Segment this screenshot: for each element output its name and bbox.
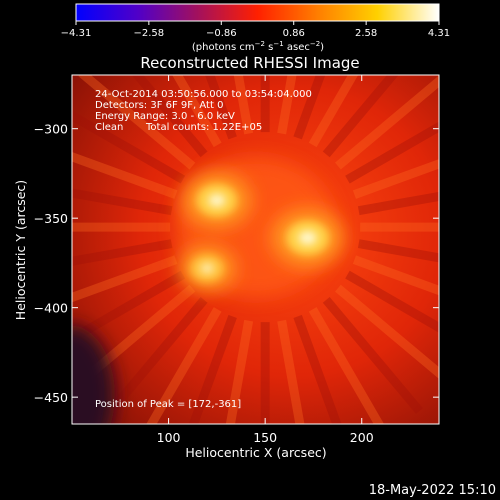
footer-date: 18-May-2022 15:10 — [369, 483, 496, 498]
y-tick-label: −450 — [34, 390, 68, 405]
sidelobe-stripe — [293, 314, 342, 424]
sidelobe-stripe — [72, 152, 178, 199]
sidelobe-stripe — [345, 121, 439, 184]
colorbar-tick-label: 2.58 — [355, 28, 377, 39]
sidelobe-stripe — [72, 110, 186, 184]
sidelobe-stripe — [293, 75, 326, 140]
plot-frame — [71, 74, 440, 425]
plot-title: Reconstructed RHESSI Image — [140, 54, 359, 72]
sidelobe-stripe — [357, 239, 439, 263]
annotation-energy: Energy Range: 3.0 - 6.0 keV — [95, 111, 235, 122]
sidelobe-stripe — [72, 239, 173, 266]
annotation-peak: Position of Peak = [172,-361] — [95, 399, 241, 410]
sidelobe-stripe — [233, 75, 254, 135]
annotation-detectors: Detectors: 3F 6F 9F, Att 0 — [95, 100, 223, 111]
y-tick-label: −400 — [34, 301, 68, 316]
x-tick-label: 150 — [253, 430, 277, 445]
source-peak — [298, 230, 317, 245]
y-tick-label: −300 — [34, 122, 68, 137]
sidelobe-stripe — [335, 75, 439, 170]
sidelobe-stripe — [322, 297, 423, 414]
y-tick-label: −350 — [34, 211, 68, 226]
x-tick-label: 100 — [157, 430, 181, 445]
colorbar-tick-label: 4.31 — [428, 28, 450, 39]
sidelobe-stripe — [107, 297, 208, 414]
sidelobe-stripe — [72, 188, 173, 216]
sidelobe-stripe — [322, 75, 399, 158]
sidelobe-stripe — [146, 307, 222, 424]
colorbar-tick-label: 0.86 — [283, 28, 305, 39]
heatmap-image — [72, 75, 439, 424]
sidelobe-stripe — [72, 255, 178, 303]
sidelobe-stripe — [78, 75, 196, 170]
sidelobe-stripe — [308, 307, 385, 424]
x-axis: 100 150 200 — [157, 75, 374, 445]
annotation-time-range: 24-Oct-2014 03:50:56.000 to 03:54:04.000 — [95, 89, 312, 100]
colorbar-ticks: −4.31 −2.58 −0.86 0.86 2.58 4.31 — [61, 21, 450, 39]
colorbar-tick-label: −2.58 — [134, 28, 165, 39]
colorbar-tick-label: −4.31 — [61, 28, 92, 39]
x-tick-label: 200 — [350, 430, 374, 445]
sidelobe-stripe — [172, 75, 222, 148]
x-axis-title: Heliocentric X (arcsec) — [185, 445, 326, 460]
source-peak — [208, 193, 226, 207]
colorbar — [75, 3, 440, 22]
sidelobe-stripe — [188, 314, 237, 424]
sidelobe-stripe — [308, 75, 359, 148]
sidelobe-stripe — [352, 255, 439, 296]
sidelobe-stripe — [345, 270, 439, 333]
y-axis: −300 −350 −400 −450 — [34, 122, 439, 405]
sidelobe-stripe — [357, 191, 439, 216]
sidelobe-stripe — [225, 319, 254, 424]
source-peak — [200, 263, 214, 274]
sidelobe-stripe — [335, 284, 439, 379]
colorbar-tick-label: −0.86 — [206, 28, 237, 39]
sidelobe-stripe — [352, 159, 439, 199]
sidelobe-stripe — [131, 75, 208, 158]
annotation-counts: Total counts: 1.22E+05 — [145, 122, 262, 133]
colorbar-unit-label: (photons cm−2 s−1 asec−2) — [192, 40, 324, 53]
annotation-method: Clean — [95, 122, 123, 133]
y-axis-title: Heliocentric Y (arcsec) — [13, 180, 28, 320]
sidelobe-stripe — [204, 75, 237, 140]
sidelobe-stripe — [277, 319, 305, 424]
sidelobe-stripe — [277, 75, 297, 135]
